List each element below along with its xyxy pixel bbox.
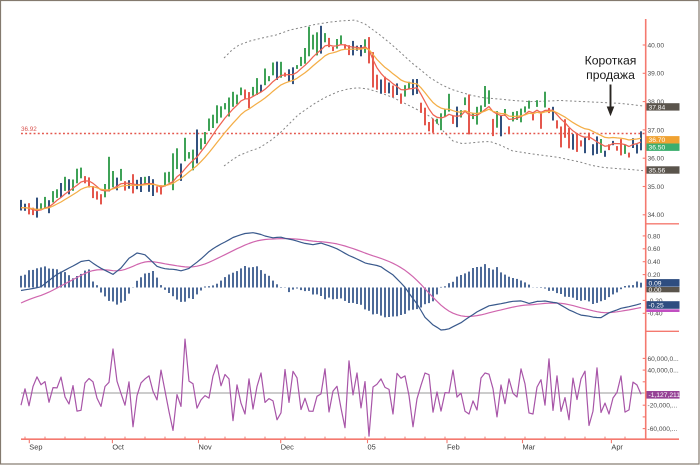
svg-text:37.00: 37.00 <box>648 127 665 134</box>
svg-text:36.50: 36.50 <box>649 145 666 152</box>
svg-text:36.92: 36.92 <box>21 126 37 133</box>
svg-text:-0.25: -0.25 <box>649 302 665 309</box>
svg-text:38.00: 38.00 <box>648 99 665 106</box>
svg-text:Короткая: Короткая <box>585 54 637 68</box>
svg-text:36.00: 36.00 <box>648 156 665 163</box>
svg-text:0.40: 0.40 <box>648 259 661 266</box>
svg-text:40,000,0...: 40,000,0... <box>648 368 679 375</box>
svg-text:35.00: 35.00 <box>648 184 665 191</box>
svg-text:40.00: 40.00 <box>648 42 665 49</box>
svg-text:36.70: 36.70 <box>649 137 666 144</box>
svg-text:05: 05 <box>368 443 376 452</box>
svg-text:Oct: Oct <box>112 443 124 452</box>
svg-text:-0.40: -0.40 <box>648 311 663 318</box>
svg-text:-1,127,211: -1,127,211 <box>649 392 681 399</box>
svg-text:0.00: 0.00 <box>649 287 662 294</box>
svg-text:Feb: Feb <box>447 443 460 452</box>
svg-text:0.80: 0.80 <box>648 233 661 240</box>
svg-text:-60,000,...: -60,000,... <box>648 426 678 433</box>
svg-text:35.56: 35.56 <box>649 167 666 174</box>
svg-text:34.00: 34.00 <box>648 212 665 219</box>
svg-text:0.09: 0.09 <box>649 280 662 287</box>
svg-text:Dec: Dec <box>281 443 294 452</box>
svg-text:Nov: Nov <box>199 443 212 452</box>
svg-text:Apr: Apr <box>611 443 623 452</box>
svg-text:60,000,0...: 60,000,0... <box>648 356 679 363</box>
svg-text:37.84: 37.84 <box>649 104 666 111</box>
svg-text:Sep: Sep <box>29 443 42 452</box>
svg-text:0.20: 0.20 <box>648 272 661 279</box>
svg-text:продажа: продажа <box>586 68 635 82</box>
svg-text:-20,000,...: -20,000,... <box>648 403 678 410</box>
svg-text:39.00: 39.00 <box>648 71 665 78</box>
svg-text:Mar: Mar <box>523 443 536 452</box>
svg-text:0.60: 0.60 <box>648 246 661 253</box>
